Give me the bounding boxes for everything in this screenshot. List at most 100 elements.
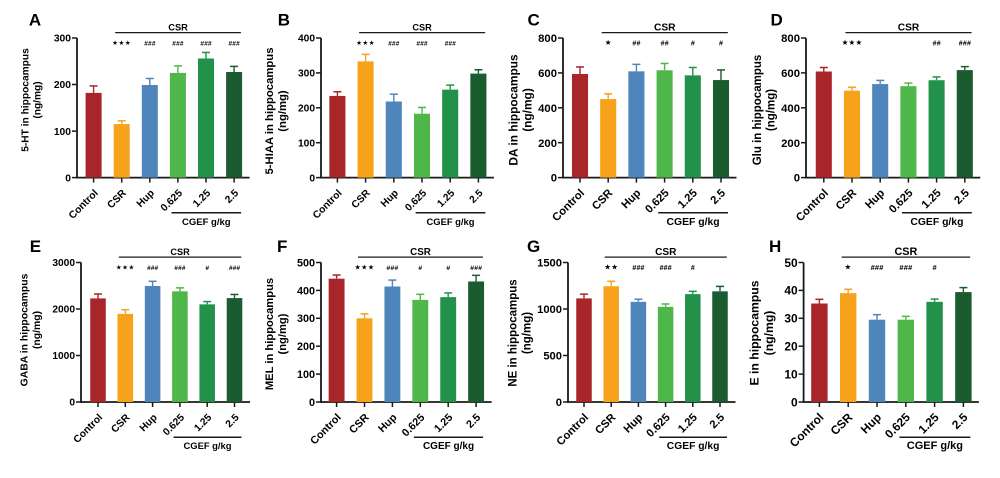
svg-text:(ng/mg): (ng/mg) [762,311,776,356]
svg-text:0: 0 [551,173,557,185]
svg-text:###: ### [144,40,156,47]
svg-text:##: ## [632,39,640,47]
svg-text:#: # [691,39,695,47]
svg-text:★★★: ★★★ [112,39,131,47]
svg-text:CSR: CSR [170,247,190,257]
svg-text:E: E [30,237,41,256]
svg-text:600: 600 [781,68,800,80]
svg-text:###: ### [959,39,971,47]
svg-text:(ng/mg): (ng/mg) [32,311,43,349]
svg-text:0: 0 [794,173,800,185]
svg-text:###: ### [172,40,184,47]
svg-text:CGEF g/kg: CGEF g/kg [907,440,963,452]
svg-text:##: ## [660,39,668,47]
svg-text:CGEF g/kg: CGEF g/kg [910,217,963,228]
svg-text:MEL in hippocampus: MEL in hippocampus [264,278,276,390]
svg-text:1000: 1000 [52,351,75,362]
svg-text:2000: 2000 [52,305,75,316]
svg-text:(ng/mg): (ng/mg) [277,313,289,354]
svg-text:CSR: CSR [410,247,431,258]
svg-text:CGEF g/kg: CGEF g/kg [427,216,475,227]
svg-text:###: ### [174,265,186,272]
svg-text:GABA in hippocampus: GABA in hippocampus [20,273,31,386]
svg-text:CGEF g/kg: CGEF g/kg [667,217,720,228]
svg-text:###: ### [899,263,913,272]
svg-text:NE in hippocampus: NE in hippocampus [508,279,520,386]
svg-text:#: # [446,265,450,272]
svg-text:800: 800 [781,33,800,45]
svg-text:3000: 3000 [52,258,75,269]
svg-text:0: 0 [65,173,71,184]
svg-text:CGEF g/kg: CGEF g/kg [423,441,474,452]
svg-text:G: G [527,237,540,256]
svg-text:CSR: CSR [895,246,918,258]
svg-text:(ng/mg): (ng/mg) [277,90,289,132]
svg-text:D: D [771,11,783,30]
svg-text:CSR: CSR [412,22,432,32]
svg-text:★★★: ★★★ [356,39,375,47]
svg-text:CGEF g/kg: CGEF g/kg [182,217,231,228]
svg-text:##: ## [932,39,940,47]
svg-text:★: ★ [845,263,852,272]
svg-text:5-HT in hippocampus: 5-HT in hippocampus [21,48,32,152]
svg-text:###: ### [416,40,428,47]
svg-text:0: 0 [69,398,75,409]
svg-text:###: ### [147,265,159,272]
svg-text:#: # [205,265,209,272]
svg-text:1500: 1500 [537,258,562,270]
svg-text:CGEF g/kg: CGEF g/kg [667,441,720,452]
svg-text:200: 200 [298,104,315,115]
svg-text:100: 100 [297,369,315,381]
svg-text:#: # [691,265,695,272]
svg-text:★★★: ★★★ [116,264,135,272]
svg-text:Glu in hippocampus: Glu in hippocampus [752,55,764,166]
svg-text:100: 100 [54,127,71,138]
svg-text:200: 200 [781,138,800,150]
svg-text:#: # [719,39,723,47]
svg-text:###: ### [632,265,644,272]
svg-text:0: 0 [309,397,315,409]
svg-text:800: 800 [538,33,557,45]
svg-text:400: 400 [538,103,557,115]
svg-text:300: 300 [297,313,315,325]
svg-text:#: # [418,265,422,272]
svg-text:(ng/mg): (ng/mg) [33,81,44,118]
svg-text:★★★: ★★★ [354,264,374,272]
svg-text:0: 0 [556,397,562,409]
svg-text:H: H [769,237,781,256]
svg-text:1000: 1000 [537,304,562,316]
svg-text:#: # [932,263,937,272]
svg-text:0: 0 [309,173,315,184]
svg-text:30: 30 [784,312,798,326]
svg-text:CSR: CSR [168,22,188,32]
svg-text:E in hippocampus: E in hippocampus [748,280,762,385]
svg-text:###: ### [229,265,241,272]
svg-text:(ng/mg): (ng/mg) [766,89,778,131]
svg-text:5-HIAA in hippocampus: 5-HIAA in hippocampus [264,48,276,175]
svg-text:CGEF g/kg: CGEF g/kg [184,440,232,451]
svg-text:300: 300 [298,69,315,80]
svg-text:★★★: ★★★ [842,38,863,47]
svg-text:400: 400 [298,34,315,45]
svg-text:200: 200 [297,341,315,353]
svg-text:20: 20 [784,340,798,354]
svg-text:★: ★ [605,38,612,47]
svg-text:###: ### [228,40,240,47]
svg-text:0: 0 [791,395,798,409]
svg-text:A: A [29,11,41,30]
svg-text:50: 50 [784,256,798,270]
svg-text:200: 200 [538,138,557,150]
svg-text:10: 10 [784,367,798,381]
svg-text:F: F [277,237,287,256]
svg-text:CSR: CSR [655,247,677,258]
svg-text:100: 100 [298,138,315,149]
svg-text:DA in hippocampus: DA in hippocampus [507,54,521,166]
svg-text:###: ### [659,265,671,272]
svg-text:200: 200 [54,80,71,91]
svg-text:300: 300 [54,34,71,45]
svg-text:(ng/mg): (ng/mg) [521,88,535,132]
svg-text:500: 500 [543,351,562,363]
svg-text:C: C [528,11,540,30]
svg-text:★★: ★★ [604,263,618,272]
svg-text:400: 400 [781,103,800,115]
